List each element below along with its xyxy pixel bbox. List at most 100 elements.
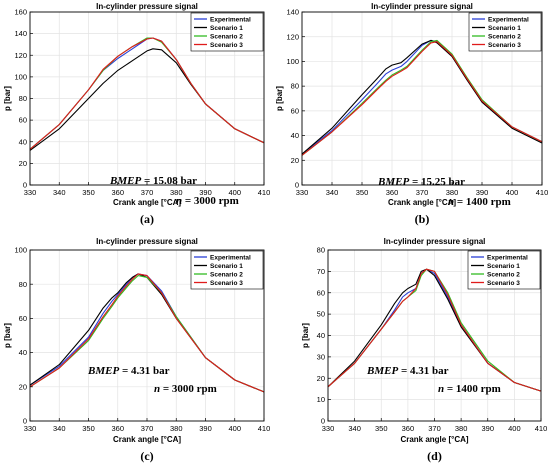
legend-label: Scenario 3 — [210, 42, 243, 49]
series-line-scenario-3 — [29, 273, 265, 393]
y-tick-label: 60 — [19, 116, 27, 125]
y-tick-label: 0 — [295, 181, 299, 190]
y-tick-label: 140 — [14, 29, 27, 38]
y-tick-label: 0 — [23, 417, 27, 426]
y-tick-label: 40 — [291, 131, 299, 140]
series-line-scenario-3 — [327, 268, 542, 392]
y-tick-label: 140 — [286, 8, 299, 17]
y-tick-label: 20 — [19, 382, 27, 391]
y-tick-label: 80 — [19, 280, 27, 289]
series-line-scenario-1 — [301, 39, 543, 155]
x-tick-label: 360 — [386, 188, 399, 197]
speed-label: n — [176, 195, 182, 207]
legend-label: Experimental — [488, 16, 529, 23]
y-tick-label: 100 — [14, 72, 27, 81]
y-axis-label: p [bar] — [3, 323, 12, 348]
x-tick-label: 360 — [111, 188, 124, 197]
x-tick-label: 380 — [170, 424, 183, 433]
x-tick-label: 360 — [111, 424, 124, 433]
speed-value: = 1400 rpm — [454, 196, 511, 208]
legend-label: Scenario 2 — [488, 33, 521, 40]
y-tick-label: 20 — [291, 156, 299, 165]
y-tick-label: 80 — [291, 82, 299, 91]
y-tick-label: 120 — [14, 51, 27, 60]
x-tick-label: 330 — [296, 188, 309, 197]
x-tick-label: 390 — [199, 188, 212, 197]
legend-label: Scenario 1 — [210, 25, 243, 32]
x-tick-label: 380 — [446, 188, 459, 197]
x-axis-label: Crank angle [°CA] — [113, 435, 181, 444]
x-tick-label: 400 — [506, 188, 519, 197]
x-tick-label: 350 — [356, 188, 369, 197]
x-tick-label: 390 — [481, 424, 494, 433]
y-tick-label: 0 — [23, 181, 27, 190]
bmep-label: BMEP — [109, 175, 141, 187]
bmep-value: = 4.31 bar — [119, 365, 169, 377]
series-line-scenario-2 — [301, 39, 543, 156]
x-tick-label: 370 — [416, 188, 429, 197]
x-tick-label: 410 — [535, 424, 548, 433]
chart-panel-a: 330 340 350 360 370 380 390 400 410 0 20 40 60 80 100 1… — [3, 2, 270, 226]
speed-annotation: n = 1400 rpm — [448, 196, 511, 208]
panel-label: (a) — [140, 212, 154, 226]
x-tick-label: 410 — [536, 188, 549, 197]
speed-label: n — [448, 196, 454, 208]
x-tick-label: 340 — [53, 188, 66, 197]
y-tick-label: 40 — [19, 348, 27, 357]
x-tick-label: 400 — [508, 424, 521, 433]
bmep-label: BMEP — [377, 176, 409, 188]
legend-label: Scenario 1 — [488, 25, 521, 32]
bmep-label: BMEP — [87, 365, 119, 377]
x-tick-label: 350 — [82, 188, 95, 197]
x-tick-label: 400 — [228, 188, 241, 197]
x-tick-label: 360 — [402, 424, 415, 433]
x-tick-label: 380 — [170, 188, 183, 197]
y-tick-label: 70 — [317, 267, 325, 276]
y-tick-label: 80 — [317, 246, 325, 255]
chart-panel-b: 330 340 350 360 370 380 390 400 410 0 20 40 60 80 100 1… — [275, 2, 548, 226]
y-tick-label: 10 — [317, 395, 325, 404]
x-tick-label: 390 — [199, 424, 212, 433]
bmep-value: = 15.08 bar — [141, 175, 197, 187]
x-tick-label: 340 — [53, 424, 66, 433]
bmep-annotation: BMEP = 15.25 bar — [377, 176, 465, 188]
x-tick-label: 370 — [428, 424, 441, 433]
bmep-annotation: BMEP = 4.31 bar — [87, 365, 170, 377]
chart-title: In-cylinder pressure signal — [371, 2, 473, 11]
legend-label: Scenario 2 — [487, 271, 520, 278]
panel-label: (c) — [140, 449, 153, 463]
chart-title: In-cylinder pressure signal — [96, 237, 198, 246]
series-line-scenario-3 — [29, 37, 265, 150]
y-tick-label: 40 — [19, 137, 27, 146]
y-tick-label: 60 — [317, 288, 325, 297]
y-tick-label: 20 — [317, 374, 325, 383]
chart-panel-d: 330 340 350 360 370 380 390 400 410 0 10 20 30 40 50 60… — [301, 237, 547, 463]
y-tick-label: 0 — [321, 417, 325, 426]
legend-label: Scenario 1 — [487, 263, 520, 270]
speed-value: = 3000 rpm — [160, 383, 217, 395]
y-axis-label: p [bar] — [3, 86, 12, 111]
legend-label: Experimental — [210, 16, 251, 23]
legend-label: Scenario 1 — [210, 263, 243, 270]
x-tick-label: 330 — [24, 188, 37, 197]
y-tick-label: 120 — [286, 32, 299, 41]
x-axis-label: Crank angle [°CA] — [113, 198, 181, 207]
legend-label: Experimental — [487, 254, 528, 261]
y-tick-label: 30 — [317, 352, 325, 361]
x-tick-label: 330 — [24, 424, 37, 433]
y-tick-label: 60 — [19, 314, 27, 323]
x-tick-label: 340 — [326, 188, 339, 197]
y-tick-label: 50 — [317, 310, 325, 319]
y-tick-label: 20 — [19, 159, 27, 168]
x-tick-label: 330 — [322, 424, 335, 433]
chart-title: In-cylinder pressure signal — [96, 2, 198, 11]
bmep-label: BMEP — [366, 365, 398, 377]
x-tick-label: 380 — [455, 424, 468, 433]
x-tick-label: 350 — [375, 424, 388, 433]
legend-label: Experimental — [210, 254, 251, 261]
speed-value: = 3000 rpm — [182, 195, 239, 207]
y-tick-label: 40 — [317, 331, 325, 340]
x-tick-label: 410 — [258, 188, 271, 197]
